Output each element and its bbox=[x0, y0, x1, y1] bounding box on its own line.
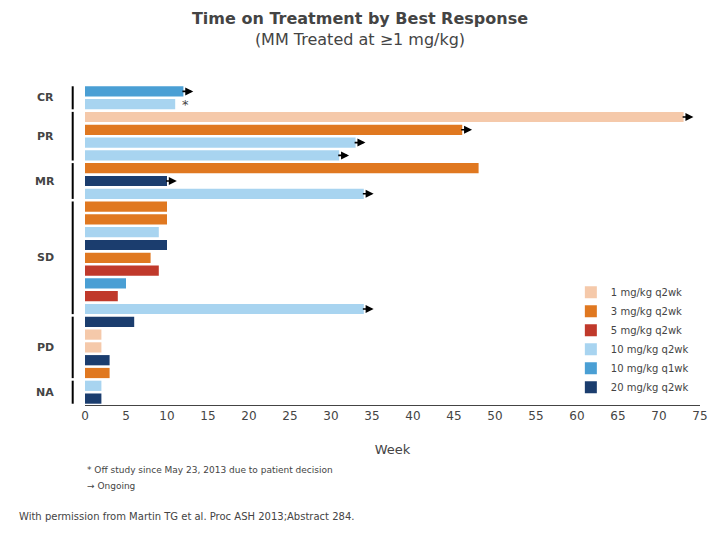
svg-text:With permission from Martin TG: With permission from Martin TG et al. Pr… bbox=[19, 511, 354, 522]
svg-text:50: 50 bbox=[487, 409, 502, 423]
svg-text:SD: SD bbox=[37, 251, 54, 264]
svg-text:20: 20 bbox=[241, 409, 256, 423]
svg-text:MR: MR bbox=[35, 175, 55, 188]
svg-text:10 mg/kg q1wk: 10 mg/kg q1wk bbox=[611, 363, 689, 374]
svg-text:10 mg/kg q2wk: 10 mg/kg q2wk bbox=[611, 344, 689, 355]
svg-text:0: 0 bbox=[81, 409, 89, 423]
svg-text:60: 60 bbox=[569, 409, 584, 423]
svg-text:CR: CR bbox=[37, 91, 54, 104]
svg-text:65: 65 bbox=[610, 409, 625, 423]
svg-text:3 mg/kg q2wk: 3 mg/kg q2wk bbox=[611, 306, 682, 317]
svg-text:45: 45 bbox=[446, 409, 461, 423]
svg-text:* Off study since May 23, 2013: * Off study since May 23, 2013 due to pa… bbox=[87, 465, 333, 475]
svg-text:5: 5 bbox=[122, 409, 130, 423]
svg-text:PR: PR bbox=[37, 130, 54, 143]
svg-text:15: 15 bbox=[200, 409, 215, 423]
svg-text:20 mg/kg q2wk: 20 mg/kg q2wk bbox=[611, 382, 689, 393]
svg-text:Time on Treatment by Best Resp: Time on Treatment by Best Response(MM Tr… bbox=[192, 9, 528, 49]
svg-text:40: 40 bbox=[405, 409, 420, 423]
svg-text:NA: NA bbox=[36, 386, 54, 399]
svg-text:75: 75 bbox=[692, 409, 707, 423]
svg-text:55: 55 bbox=[528, 409, 543, 423]
svg-text:Week: Week bbox=[375, 442, 411, 457]
svg-text:→ Ongoing: → Ongoing bbox=[87, 481, 135, 491]
svg-text:1 mg/kg q2wk: 1 mg/kg q2wk bbox=[611, 287, 682, 298]
svg-text:5 mg/kg q2wk: 5 mg/kg q2wk bbox=[611, 325, 682, 336]
svg-text:10: 10 bbox=[159, 409, 174, 423]
svg-text:35: 35 bbox=[364, 409, 379, 423]
svg-text:70: 70 bbox=[651, 409, 666, 423]
svg-text:25: 25 bbox=[282, 409, 297, 423]
svg-text:30: 30 bbox=[323, 409, 338, 423]
svg-text:PD: PD bbox=[37, 341, 54, 354]
svg-text:*: * bbox=[182, 97, 189, 112]
